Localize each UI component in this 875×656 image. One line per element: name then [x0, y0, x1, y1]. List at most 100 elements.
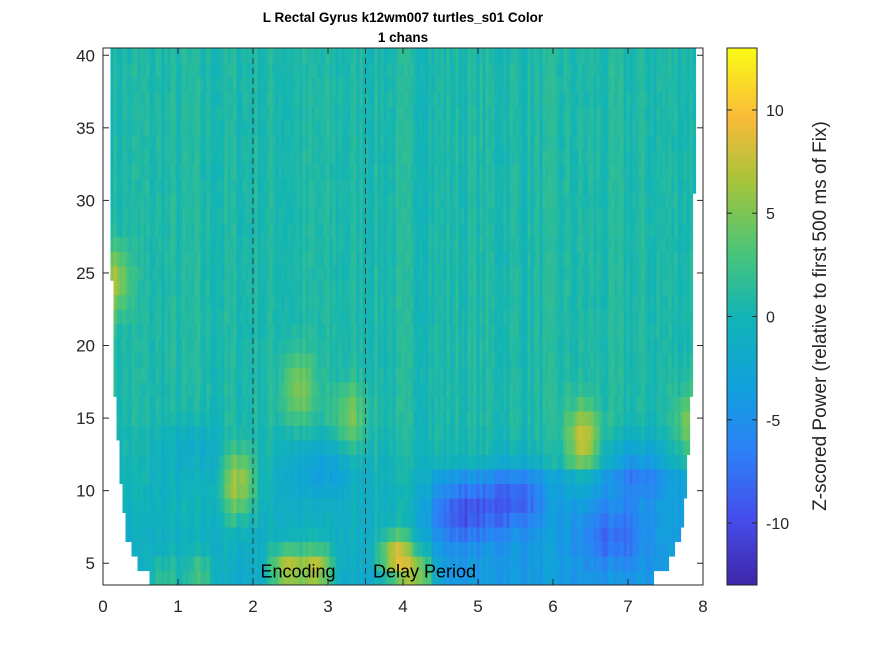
heatmap-cell [383, 425, 388, 441]
heatmap-cell [587, 497, 592, 514]
heatmap-cell [287, 294, 292, 310]
heatmap-cell [350, 483, 355, 499]
heatmap-cell [284, 352, 289, 368]
heatmap-cell [419, 425, 424, 441]
heatmap-cell [254, 497, 259, 514]
heatmap-cell [647, 570, 652, 585]
heatmap-cell [155, 483, 160, 499]
heatmap-cell [662, 381, 667, 397]
heatmap-cell [449, 236, 454, 252]
heatmap-cell [431, 352, 436, 368]
heatmap-cell [362, 352, 367, 368]
heatmap-cell [668, 381, 673, 397]
heatmap-cell [386, 497, 391, 514]
heatmap-cell [329, 468, 334, 484]
heatmap-cell [200, 367, 205, 383]
heatmap-cell [278, 555, 283, 572]
heatmap-cell [605, 323, 610, 339]
heatmap-cell [608, 497, 613, 514]
heatmap-cell [548, 468, 553, 484]
heatmap-cell [449, 425, 454, 441]
heatmap-cell [137, 367, 142, 383]
heatmap-cell [278, 265, 283, 281]
heatmap-cell [185, 439, 190, 455]
heatmap-cell [521, 454, 526, 470]
heatmap-cell [383, 454, 388, 470]
heatmap-cell [206, 381, 211, 397]
heatmap-cell [608, 367, 613, 383]
heatmap-cell [587, 483, 592, 499]
heatmap-cell [371, 396, 376, 412]
heatmap-cell [134, 280, 139, 296]
heatmap-cell [230, 381, 235, 397]
heatmap-cell [182, 454, 187, 470]
heatmap-cell [170, 410, 175, 426]
heatmap-cell [176, 207, 181, 223]
heatmap-cell [284, 570, 289, 585]
heatmap-cell [569, 367, 574, 383]
heatmap-cell [506, 512, 511, 528]
heatmap-cell [509, 497, 514, 514]
heatmap-cell [575, 280, 580, 296]
heatmap-cell [383, 352, 388, 368]
heatmap-cell [626, 497, 631, 514]
heatmap-cell [386, 367, 391, 383]
heatmap-cell [476, 236, 481, 252]
heatmap-cell [389, 555, 394, 572]
heatmap-cell [515, 222, 520, 238]
heatmap-cell [467, 338, 472, 354]
heatmap-cell [611, 425, 616, 441]
heatmap-cell [428, 381, 433, 397]
heatmap-cell [383, 570, 388, 585]
heatmap-cell [242, 294, 247, 310]
heatmap-cell [170, 222, 175, 238]
heatmap-cell [458, 294, 463, 310]
heatmap-cell [350, 309, 355, 325]
heatmap-cell [578, 323, 583, 339]
heatmap-cell [278, 251, 283, 267]
heatmap-cell [140, 483, 145, 499]
heatmap-cell [473, 468, 478, 484]
heatmap-cell [404, 512, 409, 528]
heatmap-cell [356, 425, 361, 441]
heatmap-cell [401, 294, 406, 310]
heatmap-cell [275, 309, 280, 325]
heatmap-cell [305, 193, 310, 209]
heatmap-cell [326, 468, 331, 484]
heatmap-cell [536, 425, 541, 441]
heatmap-cell [533, 352, 538, 368]
heatmap-cell [551, 251, 556, 267]
heatmap-cell [608, 512, 613, 528]
heatmap-cell [539, 338, 544, 354]
heatmap-cell [164, 425, 169, 441]
heatmap-cell [446, 396, 451, 412]
heatmap-cell [518, 338, 523, 354]
heatmap-cell [659, 280, 664, 296]
heatmap-cell [158, 367, 163, 383]
heatmap-cell [473, 265, 478, 281]
heatmap-cell [233, 570, 238, 585]
heatmap-cell [362, 497, 367, 514]
heatmap-cell [170, 555, 175, 572]
heatmap-cell [611, 323, 616, 339]
heatmap-cell [446, 570, 451, 585]
heatmap-cell [143, 280, 148, 296]
heatmap-cell [293, 555, 298, 572]
heatmap-cell [503, 512, 508, 528]
heatmap-cell [536, 454, 541, 470]
heatmap-cell [650, 468, 655, 484]
heatmap-cell [302, 265, 307, 281]
heatmap-cell [119, 396, 124, 412]
heatmap-cell [209, 381, 214, 397]
heatmap-cell [377, 425, 382, 441]
heatmap-cell [392, 410, 397, 426]
heatmap-cell [674, 526, 679, 543]
heatmap-cell [599, 512, 604, 528]
heatmap-cell [329, 309, 334, 325]
heatmap-cell [626, 483, 631, 499]
heatmap-cell [296, 309, 301, 325]
heatmap-cell [206, 555, 211, 572]
heatmap-cell [566, 497, 571, 514]
heatmap-cell [413, 338, 418, 354]
heatmap-cell [530, 280, 535, 296]
